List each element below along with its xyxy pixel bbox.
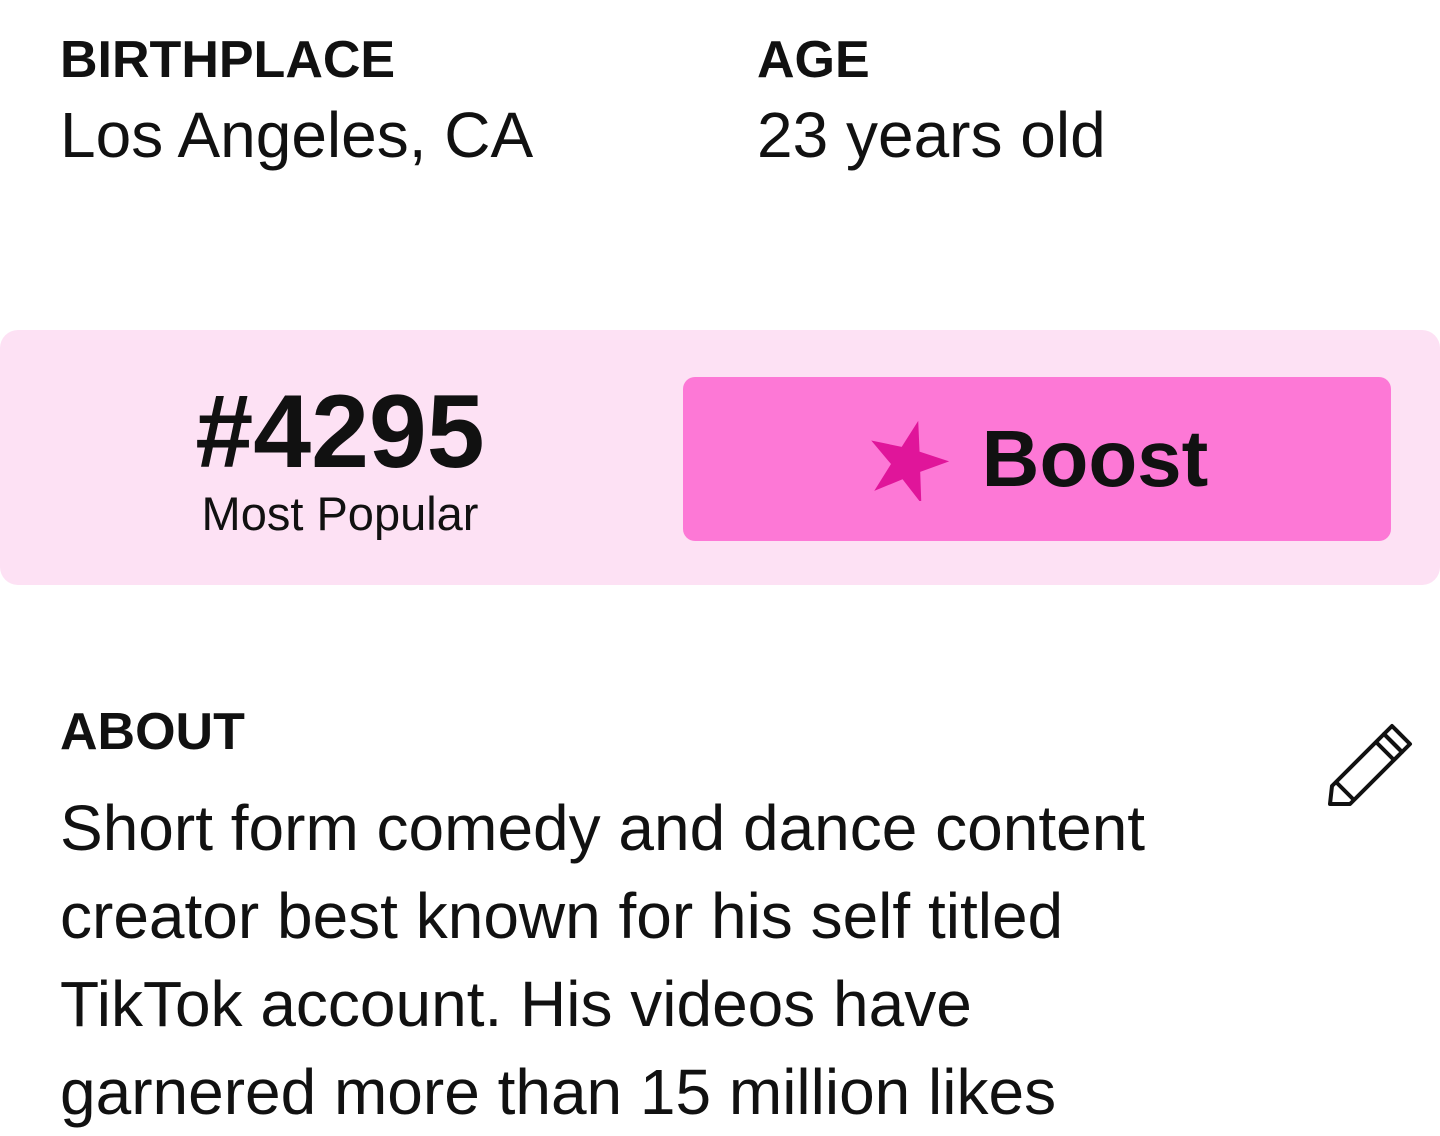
popularity-caption: Most Popular xyxy=(201,487,479,540)
about-line: Short form comedy and dance content xyxy=(60,792,1146,864)
age-value: 23 years old xyxy=(757,99,1106,171)
star-icon xyxy=(870,420,949,501)
pencil-icon[interactable] xyxy=(1322,716,1416,810)
popularity-rank: #4295 xyxy=(195,374,485,490)
boost-button[interactable]: Boost xyxy=(683,377,1391,541)
boost-label: Boost xyxy=(981,414,1209,503)
about-label: ABOUT xyxy=(60,703,245,761)
birthplace-label: BIRTHPLACE xyxy=(60,31,396,89)
birthplace-value: Los Angeles, CA xyxy=(60,99,534,171)
age-label: AGE xyxy=(757,31,870,89)
about-line: garnered more than 15 million likes xyxy=(60,1056,1057,1128)
about-line: TikTok account. His videos have xyxy=(60,968,972,1040)
about-line: creator best known for his self titled xyxy=(60,880,1064,952)
about-text: Short form comedy and dance content crea… xyxy=(60,784,1360,1136)
